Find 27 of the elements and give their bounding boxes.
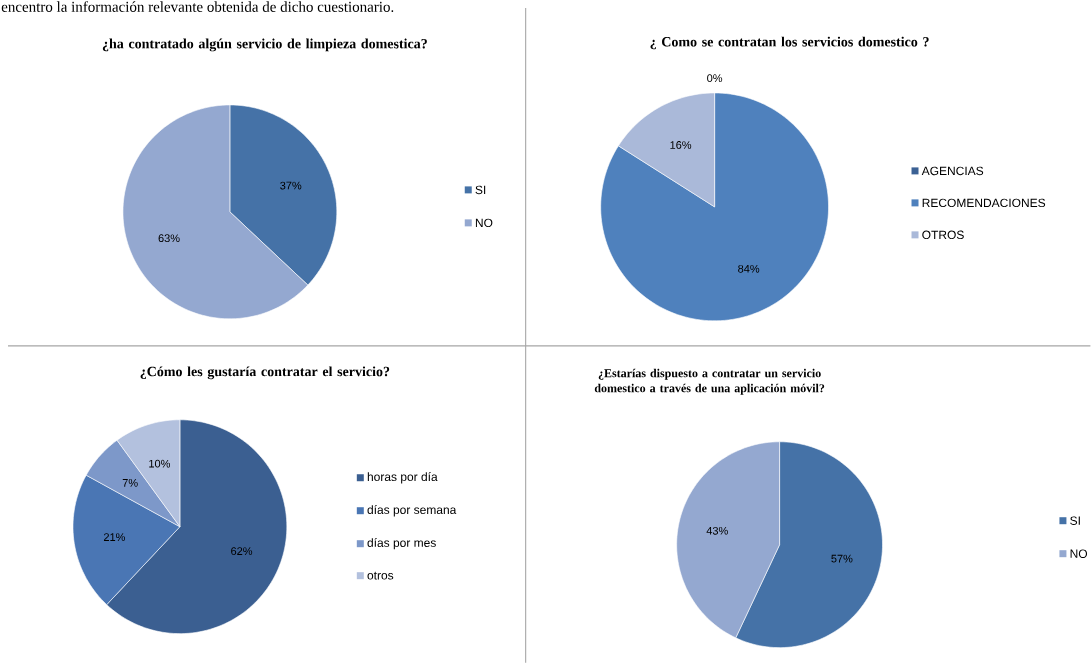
data-label: 62% [231,547,253,555]
data-label: 63% [158,234,180,242]
data-label: 7% [122,478,138,487]
data-label: 84% [738,264,760,273]
legend-label: horas por día [367,471,438,484]
data-label: 57% [831,554,853,563]
data-label: 21% [103,533,126,541]
legend-label: NO [475,218,493,227]
legend-label: SI [475,185,486,195]
chart-title: ¿ Como se contratan los servicios domestico ? [650,36,929,50]
legend-label: OTROS [922,230,964,239]
legend-label: NO [1070,549,1088,558]
legend-label: AGENCIAS [921,166,984,176]
data-label: 16% [670,140,692,149]
text: encentro la información relevante obtenida de dicho cuestionario. [1,1,394,12]
data-label: 37% [280,181,302,190]
chart-title: ¿Cómo les gustaría contratar el servicio? [140,366,390,380]
data-label: 43% [706,526,728,535]
data-label: 10% [149,459,171,468]
chart-title: ¿ha contratado algún servicio de limpieza domestica? [102,38,427,52]
legend-label: días por semana [367,504,457,517]
legend-label: RECOMENDACIONES [922,198,1046,208]
text: 0% [707,74,723,82]
legend-label: SI [1070,516,1080,525]
legend-label: días por mes [367,537,436,550]
chart-title: ¿Estarías dispuesto a contratar un servicio domestico a través de una aplicación móvil? [594,368,825,395]
legend-label: otros [367,571,394,580]
